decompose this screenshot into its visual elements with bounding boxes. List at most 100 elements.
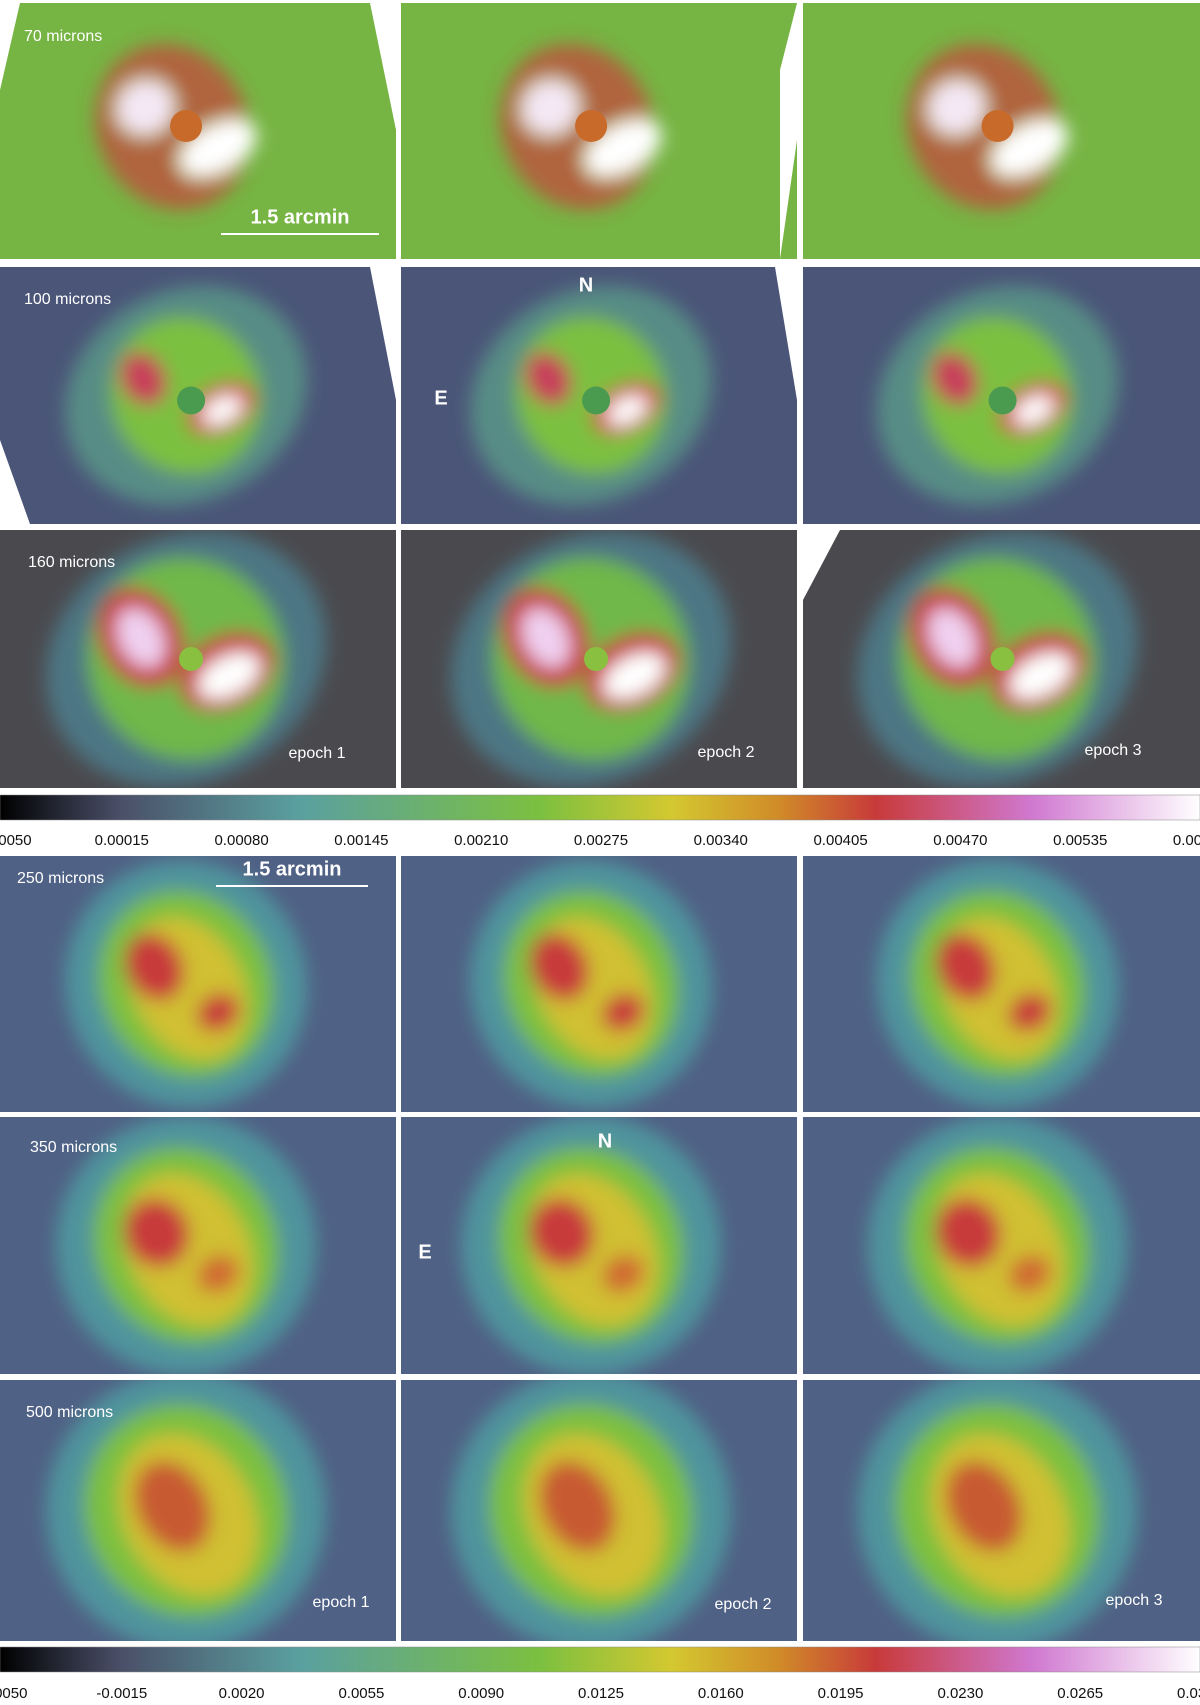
masked-star — [988, 386, 1017, 415]
colorbar-tick-label: 0.00600 — [1173, 832, 1200, 849]
epoch-label: epoch 1 — [313, 1594, 370, 1611]
image-panel — [401, 1380, 797, 1641]
emission-blob — [931, 351, 979, 406]
colorbar-tick-label: 0.00080 — [214, 832, 268, 849]
colorbar-tick-label: 0.00470 — [933, 832, 987, 849]
emission-blob — [606, 394, 648, 426]
masked-star — [179, 647, 204, 671]
epoch-label: epoch 2 — [698, 744, 755, 761]
emission-blob — [1008, 993, 1051, 1032]
wavelength-label: 160 microns — [28, 554, 115, 571]
colorbar-tick-label: -0.0050 — [0, 1685, 27, 1702]
image-panel — [401, 267, 797, 524]
emission-blob — [602, 652, 666, 700]
colorbar-tick-label: 0.0195 — [818, 1685, 864, 1702]
colorbar — [0, 794, 1200, 821]
emission-blob — [935, 1198, 1001, 1268]
colorbar-tick-label: 0.00405 — [813, 832, 867, 849]
masked-star — [575, 110, 608, 142]
east-marker: E — [434, 387, 447, 409]
image-panel — [0, 530, 396, 788]
east-marker: E — [418, 1241, 431, 1263]
emission-blob — [927, 607, 977, 668]
image-panel — [0, 1380, 396, 1641]
colorbar-tick-label: 0.00535 — [1053, 832, 1107, 849]
colorbar-tick-label: 0.00340 — [694, 832, 748, 849]
epoch-label: epoch 3 — [1106, 1592, 1163, 1609]
masked-star — [582, 386, 611, 415]
emission-blob — [524, 351, 572, 406]
image-panel — [401, 856, 797, 1112]
emission-blob — [945, 1460, 1023, 1552]
north-marker: N — [579, 274, 593, 296]
emission-blob — [521, 607, 571, 668]
emission-blob — [1009, 652, 1072, 700]
image-panel — [401, 530, 797, 788]
colorbar — [0, 1646, 1200, 1673]
emission — [46, 1380, 327, 1641]
emission-blob — [529, 933, 590, 1001]
image-panel — [0, 1117, 396, 1374]
colorbar-tick-label: 0.0230 — [937, 1685, 983, 1702]
wavelength-label: 70 microns — [24, 28, 102, 45]
mask — [0, 440, 30, 524]
masked-star — [990, 647, 1015, 671]
emission-blob — [528, 1198, 595, 1268]
emission — [64, 860, 308, 1108]
colorbar-tick-label: 0.0125 — [578, 1685, 624, 1702]
image-panel — [803, 3, 1200, 259]
wavelength-label: 500 microns — [26, 1404, 113, 1421]
emission-blob — [201, 394, 243, 426]
colorbar-tick-label: 0.00210 — [454, 832, 508, 849]
emission — [450, 531, 732, 787]
emission-blob — [601, 993, 645, 1032]
image-panel — [0, 856, 396, 1112]
image-panel — [0, 3, 396, 259]
mask — [780, 3, 797, 259]
mask — [803, 530, 840, 600]
scale-bar-label: 1.5 arcmin — [251, 206, 350, 228]
masked-star — [981, 110, 1014, 142]
scale-bar-label: 1.5 arcmin — [243, 858, 342, 880]
emission — [857, 1380, 1138, 1641]
colorbar-tick-label: 0.0300 — [1177, 1685, 1200, 1702]
emission-blob — [601, 1254, 645, 1293]
masked-star — [170, 110, 203, 142]
image-panel — [803, 856, 1200, 1112]
image-panel — [401, 1117, 797, 1374]
emission — [451, 1380, 732, 1641]
masked-star — [177, 386, 206, 415]
emission-blob — [123, 1198, 190, 1268]
colorbar-tick-label: -0.00050 — [0, 832, 32, 849]
north-marker: N — [598, 1130, 612, 1152]
emission-blob — [124, 933, 185, 1001]
masked-star — [584, 647, 609, 671]
colorbar-tick-label: 0.00015 — [95, 832, 149, 849]
emission-blob — [927, 78, 987, 136]
emission — [876, 860, 1119, 1108]
image-panel — [0, 267, 396, 524]
epoch-label: epoch 2 — [715, 1596, 772, 1613]
colorbar-tick-label: -0.0015 — [96, 1685, 147, 1702]
wavelength-label: 100 microns — [24, 291, 111, 308]
emission-blob — [116, 607, 166, 668]
colorbar-tick-label: 0.0090 — [458, 1685, 504, 1702]
emission-blob — [539, 1460, 616, 1552]
image-panel — [803, 530, 1200, 788]
epoch-label: epoch 1 — [289, 745, 346, 762]
emission — [469, 860, 713, 1108]
colorbar-tick-label: 0.0160 — [698, 1685, 744, 1702]
emission-blob — [1013, 394, 1055, 426]
mask — [775, 267, 797, 400]
image-panel — [401, 3, 797, 259]
emission-blob — [134, 1460, 211, 1552]
mask — [370, 3, 396, 130]
colorbar-tick-label: 0.0055 — [338, 1685, 384, 1702]
mask — [0, 3, 20, 90]
emission — [867, 1117, 1128, 1374]
emission-blob — [1008, 1254, 1051, 1293]
epoch-label: epoch 3 — [1085, 742, 1142, 759]
emission-blob — [520, 78, 580, 136]
